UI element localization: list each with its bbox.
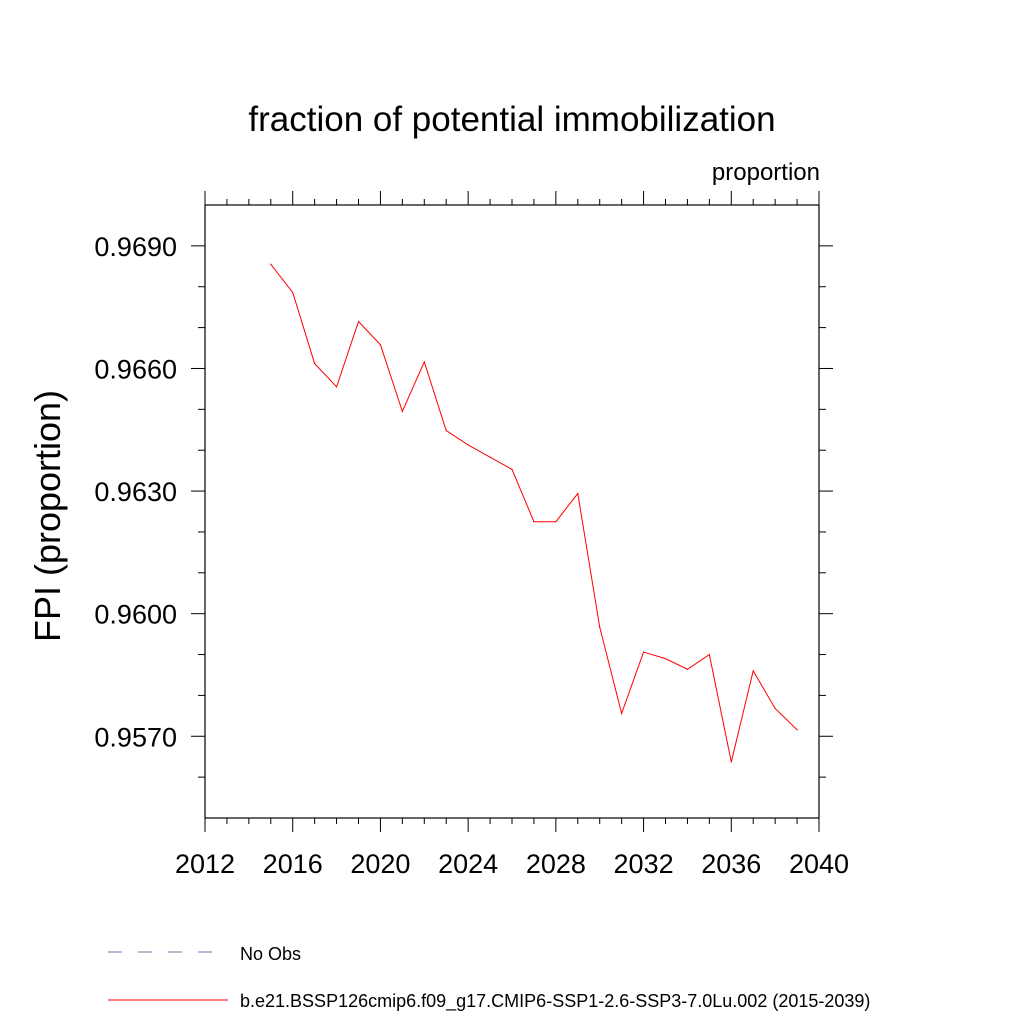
- chart-subtitle: proportion: [712, 159, 820, 186]
- chart-marks: 2012 2016 2020 2024 2028 2032 2036 2040 0.9570 0.…: [94, 191, 849, 879]
- legend-label-model-run: b.e21.BSSP126cmip6.f09_g17.CMIP6-SSP1-2.…: [240, 991, 870, 1012]
- y-tick-label: 0.9630: [94, 477, 177, 507]
- data-point: [752, 670, 754, 672]
- series-line-1: [270, 263, 798, 763]
- data-point: [335, 386, 338, 388]
- y-tick-label: 0.9690: [94, 232, 177, 262]
- data-point: [445, 429, 447, 432]
- x-tick-label: 2020: [350, 849, 410, 879]
- data-point: [708, 653, 710, 656]
- data-point: [511, 468, 513, 471]
- x-tick-label: 2012: [175, 849, 235, 879]
- data-point: [533, 521, 535, 523]
- x-tick-label: 2016: [263, 849, 323, 879]
- data-point: [270, 263, 272, 265]
- data-point: [401, 410, 403, 412]
- data-point: [730, 761, 732, 763]
- data-point: [577, 492, 579, 495]
- data-point: [664, 658, 667, 660]
- data-point: [314, 362, 316, 365]
- x-tick-label: 2036: [701, 849, 761, 879]
- data-point: [686, 668, 689, 670]
- y-axis-label: FPI (proportion): [27, 390, 68, 642]
- x-tick-label: 2040: [789, 849, 849, 879]
- data-point: [379, 344, 382, 346]
- y-tick-label: 0.9660: [94, 354, 177, 384]
- data-point: [292, 291, 294, 294]
- data-point: [796, 729, 798, 731]
- data-point: [467, 444, 469, 446]
- data-point: [599, 626, 601, 628]
- data-point: [621, 712, 623, 714]
- y-tick-label: 0.9570: [94, 722, 177, 752]
- x-tick-label: 2032: [614, 849, 674, 879]
- data-point: [357, 320, 360, 323]
- data-point: [423, 361, 425, 363]
- data-point: [489, 456, 491, 458]
- plot-frame: [204, 204, 820, 819]
- y-tick-label: 0.9600: [94, 600, 177, 630]
- data-point: [642, 651, 645, 653]
- x-tick-label: 2024: [438, 849, 498, 879]
- legend-label-no-obs: No Obs: [240, 944, 301, 964]
- data-point: [555, 521, 557, 523]
- x-tick-label: 2028: [526, 849, 586, 879]
- chart-title: fraction of potential immobilization: [248, 100, 775, 139]
- data-point: [774, 707, 776, 710]
- legend: No Obs b.e21.BSSP126cmip6.f09_g17.CMIP6-…: [108, 944, 870, 1012]
